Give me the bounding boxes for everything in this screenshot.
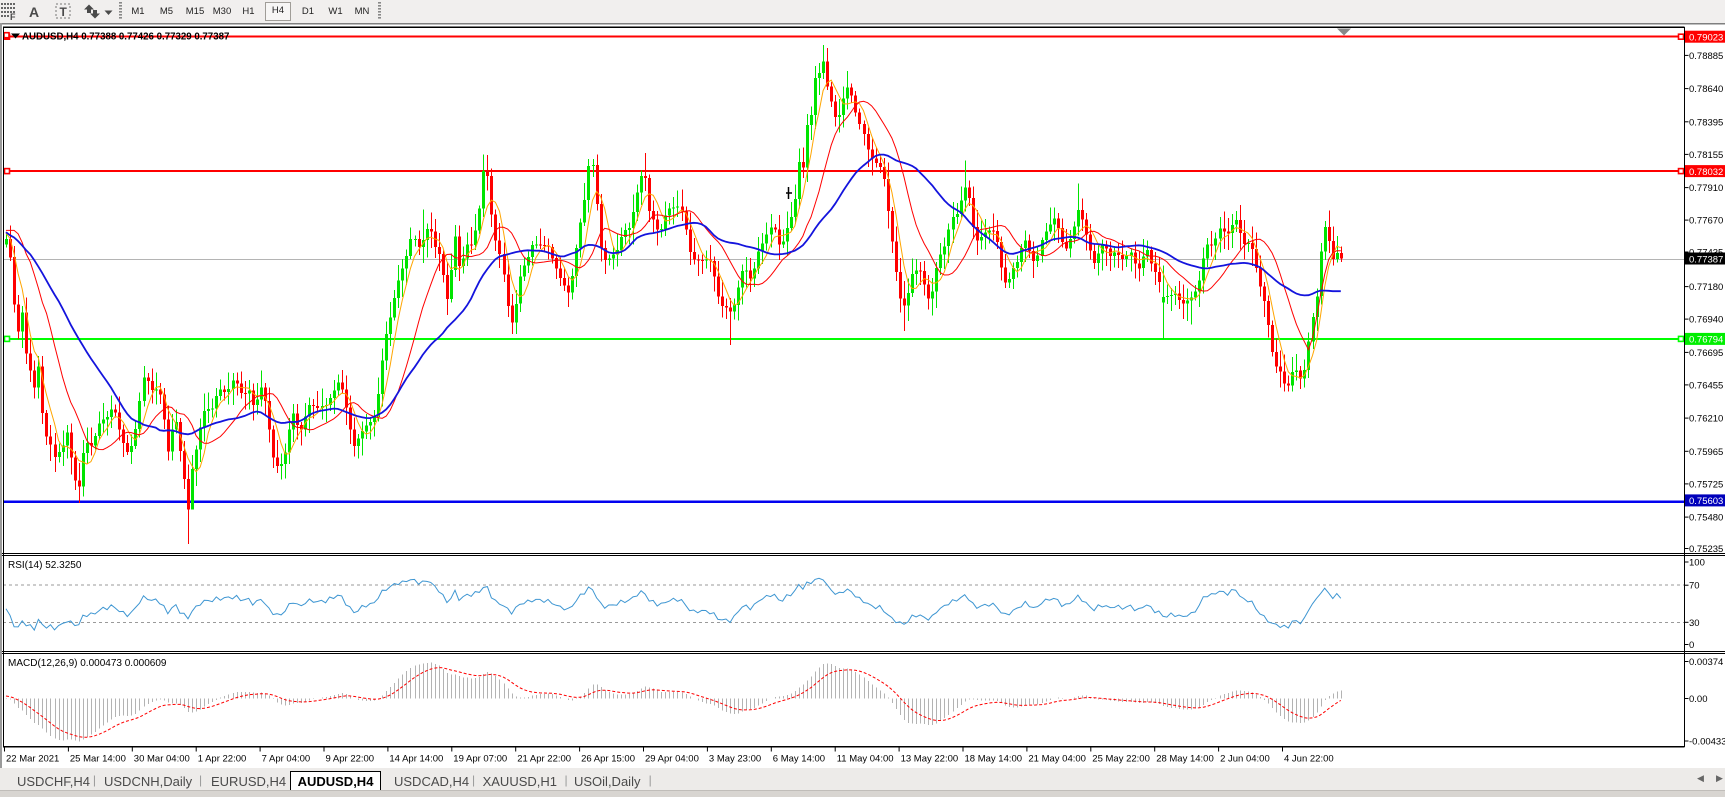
svg-text:25 Mar 14:00: 25 Mar 14:00: [70, 754, 126, 765]
svg-text:0.78155: 0.78155: [1689, 150, 1723, 161]
svg-text:0.75725: 0.75725: [1689, 479, 1723, 490]
svg-text:22 Mar 2021: 22 Mar 2021: [6, 754, 59, 765]
svg-text:6 May 14:00: 6 May 14:00: [773, 754, 825, 765]
svg-text:29 Apr 04:00: 29 Apr 04:00: [645, 754, 699, 765]
svg-text:18 May 14:00: 18 May 14:00: [965, 754, 1023, 765]
svg-text:26 Apr 15:00: 26 Apr 15:00: [581, 754, 635, 765]
svg-text:0.00374: 0.00374: [1689, 657, 1723, 668]
svg-text:0: 0: [1689, 640, 1694, 651]
svg-text:0.76455: 0.76455: [1689, 380, 1723, 391]
svg-text:19 Apr 07:00: 19 Apr 07:00: [453, 754, 507, 765]
svg-text:0.77180: 0.77180: [1689, 282, 1723, 293]
svg-text:0.76695: 0.76695: [1689, 348, 1723, 359]
svg-text:0.78885: 0.78885: [1689, 51, 1723, 62]
svg-text:0.00: 0.00: [1689, 694, 1708, 705]
svg-text:T: T: [60, 5, 68, 19]
svg-text:11 May 04:00: 11 May 04:00: [837, 754, 894, 765]
svg-text:0.77387: 0.77387: [1689, 254, 1723, 265]
svg-text:0.76794: 0.76794: [1689, 335, 1723, 346]
svg-text:0.77670: 0.77670: [1689, 216, 1723, 227]
svg-text:0.75235: 0.75235: [1689, 544, 1723, 555]
svg-text:3 May 23:00: 3 May 23:00: [709, 754, 761, 765]
svg-text:0.76940: 0.76940: [1689, 315, 1723, 326]
svg-text:28 May 14:00: 28 May 14:00: [1156, 754, 1214, 765]
svg-text:9 Apr 22:00: 9 Apr 22:00: [326, 754, 375, 765]
svg-text:13 May 22:00: 13 May 22:00: [901, 754, 959, 765]
svg-text:1 Apr 22:00: 1 Apr 22:00: [198, 754, 247, 765]
svg-text:0.75603: 0.75603: [1689, 496, 1723, 507]
svg-text:0.78640: 0.78640: [1689, 84, 1723, 95]
svg-text:0.79023: 0.79023: [1689, 33, 1723, 44]
svg-text:0.78395: 0.78395: [1689, 117, 1723, 128]
svg-text:A: A: [29, 4, 39, 20]
svg-text:7 Apr 04:00: 7 Apr 04:00: [262, 754, 311, 765]
svg-text:AUDUSD,H4 0.77388 0.77426 0.7: AUDUSD,H4 0.77388 0.77426 0.77329 0.7738…: [22, 32, 229, 43]
svg-text:30 Mar 04:00: 30 Mar 04:00: [134, 754, 190, 765]
svg-text:0.75480: 0.75480: [1689, 513, 1723, 524]
svg-text:21 May 04:00: 21 May 04:00: [1028, 754, 1086, 765]
svg-text:F: F: [10, 12, 16, 22]
svg-text:2 Jun 04:00: 2 Jun 04:00: [1220, 754, 1270, 765]
svg-text:14 Apr 14:00: 14 Apr 14:00: [389, 754, 443, 765]
svg-text:0.78032: 0.78032: [1689, 167, 1723, 178]
svg-text:0.75965: 0.75965: [1689, 447, 1723, 458]
svg-text:0.76210: 0.76210: [1689, 414, 1723, 425]
svg-text:25 May 22:00: 25 May 22:00: [1092, 754, 1150, 765]
svg-text:-0.00433: -0.00433: [1689, 737, 1725, 748]
svg-text:0.77910: 0.77910: [1689, 183, 1723, 194]
svg-text:70: 70: [1689, 581, 1700, 592]
svg-text:30: 30: [1689, 618, 1700, 629]
svg-text:RSI(14) 52.3250: RSI(14) 52.3250: [8, 560, 82, 571]
svg-text:21 Apr 22:00: 21 Apr 22:00: [517, 754, 571, 765]
svg-text:4 Jun 22:00: 4 Jun 22:00: [1284, 754, 1334, 765]
svg-text:100: 100: [1689, 558, 1705, 569]
svg-text:MACD(12,26,9) 0.000473 0.00060: MACD(12,26,9) 0.000473 0.000609: [8, 658, 167, 669]
